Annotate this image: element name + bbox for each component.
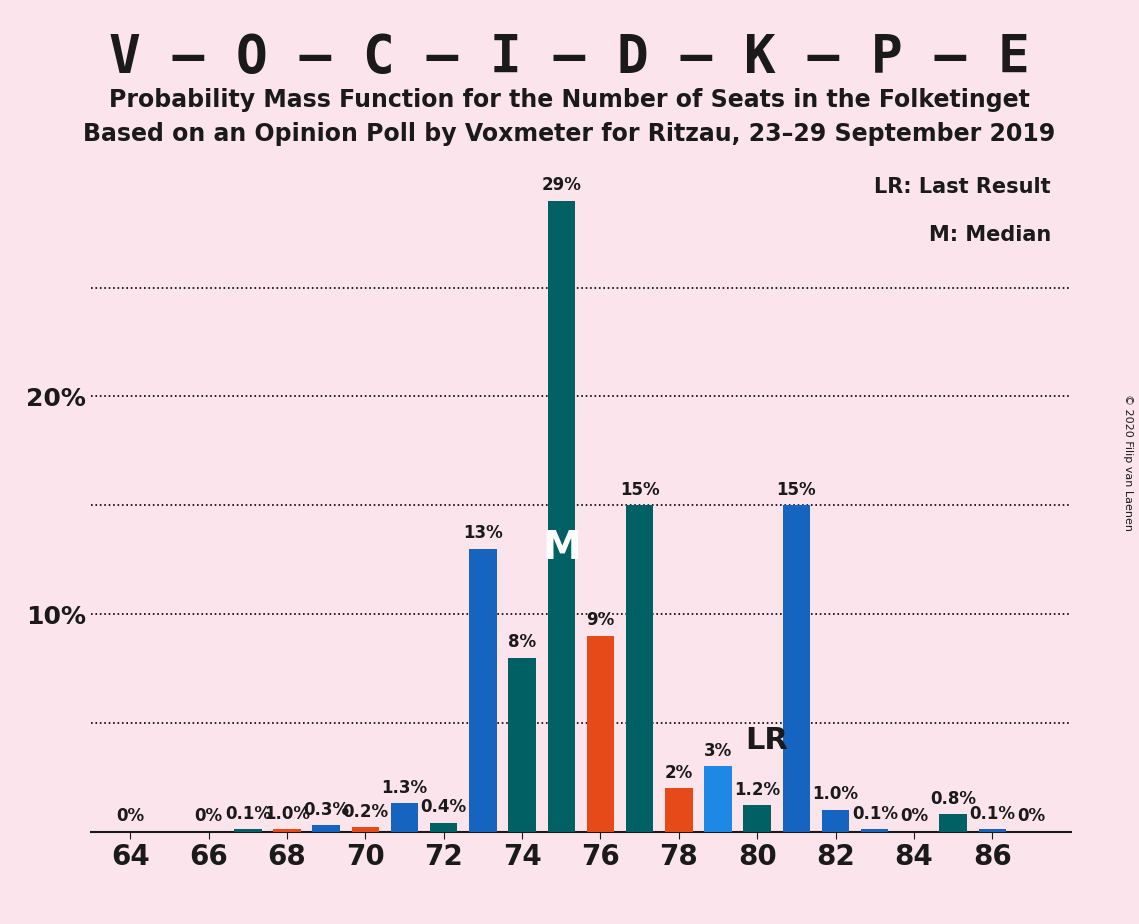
Bar [508, 658, 535, 832]
Text: Based on an Opinion Poll by Voxmeter for Ritzau, 23–29 September 2019: Based on an Opinion Poll by Voxmeter for… [83, 122, 1056, 146]
Bar [704, 766, 731, 832]
Text: Probability Mass Function for the Number of Seats in the Folketinget: Probability Mass Function for the Number… [109, 88, 1030, 112]
Bar [978, 830, 1006, 832]
Bar [782, 505, 810, 832]
Bar [626, 505, 654, 832]
Text: 0%: 0% [1017, 807, 1046, 825]
Text: 2%: 2% [665, 763, 693, 782]
Bar [312, 825, 339, 832]
Text: 0.4%: 0.4% [420, 798, 467, 817]
Text: 1.2%: 1.2% [735, 781, 780, 799]
Text: 15%: 15% [777, 480, 817, 499]
Bar [861, 830, 888, 832]
Text: 0.1%: 0.1% [969, 805, 1015, 823]
Text: LR: LR [745, 726, 788, 756]
Text: LR: Last Result: LR: Last Result [875, 177, 1051, 198]
Text: M: Median: M: Median [928, 225, 1051, 245]
Text: 1.0%: 1.0% [264, 805, 310, 823]
Text: 3%: 3% [704, 742, 732, 760]
Bar [273, 830, 301, 832]
Bar [822, 809, 850, 832]
Text: 0.1%: 0.1% [224, 805, 271, 823]
Text: 13%: 13% [464, 524, 502, 542]
Text: V – O – C – I – D – K – P – E: V – O – C – I – D – K – P – E [109, 32, 1030, 84]
Bar [665, 788, 693, 832]
Bar [235, 830, 262, 832]
Bar [469, 549, 497, 832]
Bar [352, 827, 379, 832]
Text: 0%: 0% [195, 807, 223, 825]
Bar [744, 806, 771, 832]
Bar [587, 636, 614, 832]
Bar [391, 803, 418, 832]
Text: 0.8%: 0.8% [931, 790, 976, 808]
Text: © 2020 Filip van Laenen: © 2020 Filip van Laenen [1123, 394, 1133, 530]
Text: 0%: 0% [116, 807, 145, 825]
Bar [431, 823, 458, 832]
Text: 15%: 15% [620, 480, 659, 499]
Text: 9%: 9% [587, 612, 615, 629]
Text: 8%: 8% [508, 633, 536, 651]
Text: M: M [542, 529, 581, 566]
Text: 0.3%: 0.3% [303, 800, 350, 819]
Text: 29%: 29% [541, 176, 581, 194]
Text: 1.0%: 1.0% [812, 785, 859, 803]
Text: 0%: 0% [900, 807, 928, 825]
Text: 0.2%: 0.2% [343, 803, 388, 821]
Bar [548, 201, 575, 832]
Text: 0.1%: 0.1% [852, 805, 898, 823]
Bar [940, 814, 967, 832]
Text: 1.3%: 1.3% [382, 779, 427, 796]
